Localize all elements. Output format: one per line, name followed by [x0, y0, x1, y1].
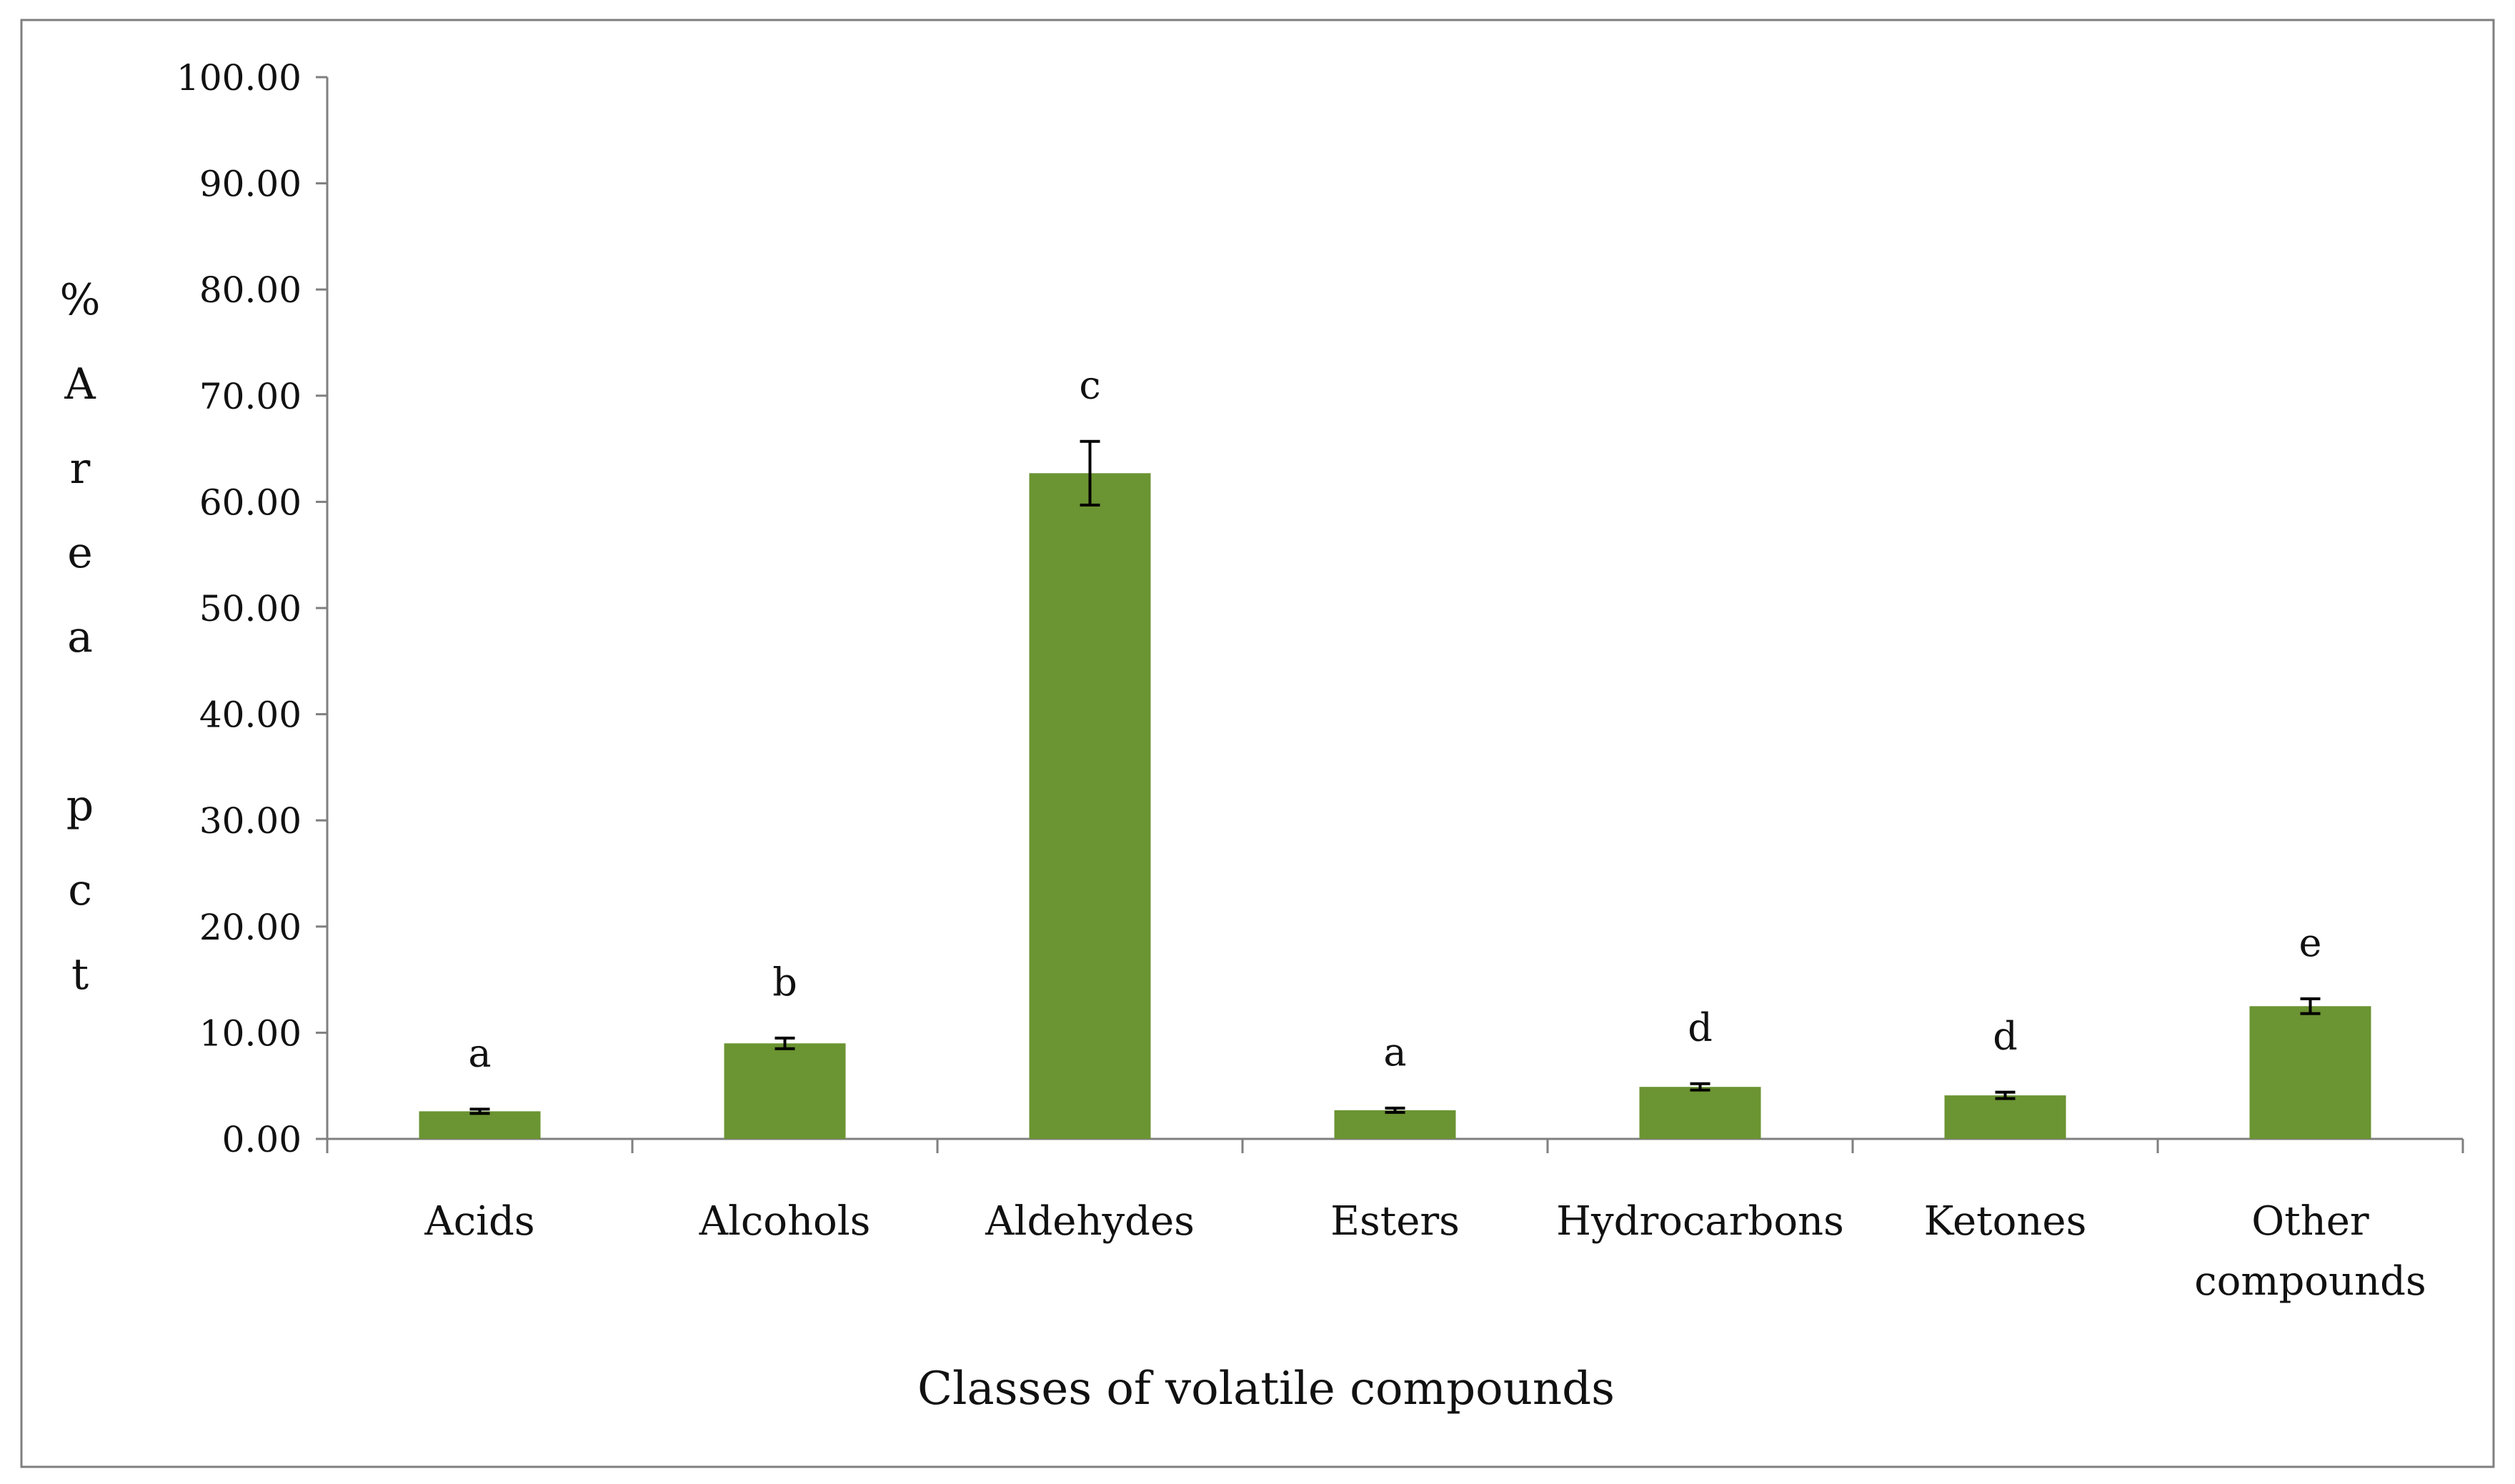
- chart-border: [20, 19, 2495, 1468]
- x-tick-label: Ketones: [1924, 1198, 2087, 1245]
- bar: [419, 1111, 541, 1139]
- y-tick-label: 40.00: [199, 694, 302, 736]
- x-tick-label: Alcohols: [699, 1198, 871, 1245]
- x-tick-label: Hydrocarbons: [1556, 1198, 1844, 1245]
- significance-letter: a: [468, 1030, 491, 1075]
- x-tick-label-line: Acids: [424, 1198, 534, 1245]
- y-tick-label: 90.00: [199, 164, 302, 205]
- x-axis-title: Classes of volatile compounds: [917, 1363, 1615, 1415]
- bar: [2249, 1006, 2371, 1139]
- bars: a b c a d d e: [419, 363, 2371, 1139]
- x-tick-label: Aldehydes: [985, 1198, 1195, 1245]
- significance-letter: c: [1079, 363, 1100, 408]
- x-tick-label-line: Hydrocarbons: [1556, 1198, 1844, 1245]
- y-axis-title-letter: e: [67, 528, 93, 578]
- x-tick-label-line: Ketones: [1924, 1198, 2087, 1245]
- significance-letter: a: [1383, 1030, 1406, 1075]
- x-axis: Acids Alcohols Aldehydes Esters Hydrocarbons…: [326, 1137, 2464, 1305]
- y-tick-label: 20.00: [199, 907, 302, 948]
- x-tick-label-line: Aldehydes: [985, 1198, 1195, 1245]
- y-tick-label: 0.00: [222, 1119, 302, 1160]
- y-axis-title-letter: t: [71, 950, 89, 1000]
- significance-letter: d: [1688, 1005, 1713, 1050]
- significance-letter: b: [772, 960, 797, 1005]
- y-axis-title-letter: A: [64, 359, 96, 409]
- y-axis-title-letter: a: [67, 612, 93, 662]
- bar: [1944, 1095, 2066, 1139]
- y-tick-label: 30.00: [199, 800, 302, 842]
- y-tick-label: 100.00: [176, 57, 302, 99]
- y-tick-label: 80.00: [199, 269, 302, 311]
- bar: [724, 1043, 846, 1139]
- y-axis-title-letter: r: [70, 444, 91, 494]
- x-tick-label: Other compounds: [2194, 1198, 2426, 1305]
- y-tick-label: 70.00: [199, 376, 302, 417]
- x-tick-label-line: Alcohols: [699, 1198, 871, 1245]
- x-tick-label-line: Esters: [1330, 1198, 1460, 1245]
- y-tick-label: 60.00: [199, 482, 302, 523]
- y-axis-title-letter: p: [66, 781, 94, 831]
- y-axis-title-letter: %: [59, 275, 100, 325]
- bar: [1334, 1110, 1456, 1139]
- x-tick-label-line: Other: [2251, 1198, 2369, 1245]
- x-tick-label-line: compounds: [2194, 1258, 2426, 1305]
- y-axis-title-letter: c: [68, 865, 92, 915]
- significance-letter: d: [1993, 1014, 2018, 1059]
- significance-letter: e: [2299, 920, 2322, 965]
- bar: [1639, 1087, 1761, 1139]
- x-tick-label: Acids: [424, 1198, 534, 1245]
- bar: [1029, 473, 1151, 1139]
- x-tick-label: Esters: [1330, 1198, 1460, 1245]
- y-axis: 0.00 10.00 20.00 30.00 40.00 50.00 60.00 70.00 8…: [176, 57, 329, 1160]
- y-tick-label: 10.00: [199, 1012, 302, 1054]
- y-tick-label: 50.00: [199, 588, 302, 629]
